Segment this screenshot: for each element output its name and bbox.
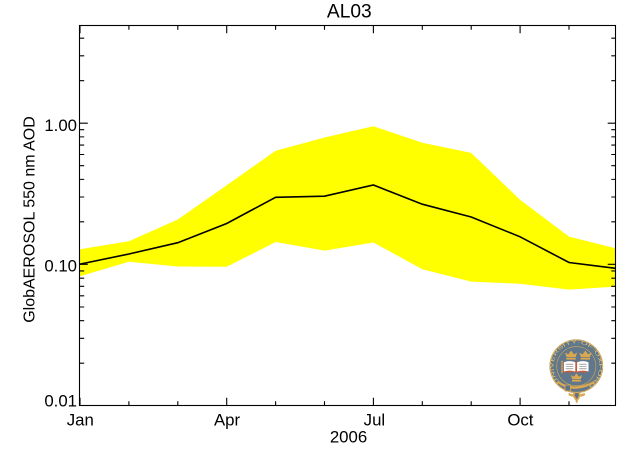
svg-text:2006: 2006	[330, 428, 367, 447]
svg-text:1.00: 1.00	[44, 116, 77, 135]
svg-text:AL03: AL03	[327, 2, 372, 23]
svg-text:Apr: Apr	[214, 411, 241, 430]
svg-text:0.10: 0.10	[44, 257, 77, 276]
svg-text:Jan: Jan	[67, 411, 94, 430]
svg-text:Oct: Oct	[507, 411, 533, 430]
svg-text:GlobAEROSOL 550 nm AOD: GlobAEROSOL 550 nm AOD	[21, 116, 38, 323]
svg-text:Jul: Jul	[364, 411, 385, 430]
svg-text:0.01: 0.01	[44, 392, 77, 411]
